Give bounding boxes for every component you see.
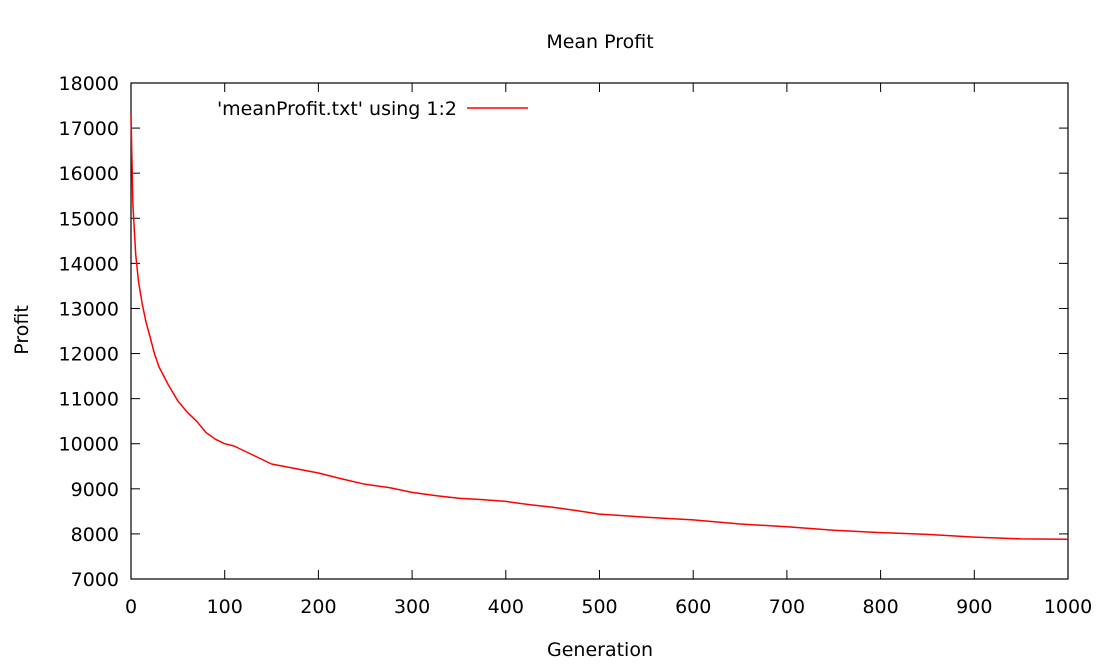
y-axis-label: Profit (11, 305, 33, 355)
x-tick-label: 900 (956, 596, 992, 618)
y-tick-label: 17000 (59, 118, 119, 140)
axes-layer: 0 100 200 300 400 500 600 700 800 900 1000 7000 8000… (59, 73, 1093, 618)
y-tick-label: 7000 (71, 569, 119, 591)
x-tick-label: 600 (675, 596, 711, 618)
x-tick-label: 500 (581, 596, 617, 618)
y-tick-label: 8000 (71, 524, 119, 546)
plot-frame (130, 82, 1069, 580)
x-tick-label: 200 (300, 596, 336, 618)
y-tick-label: 14000 (59, 253, 119, 275)
y-tick-label: 18000 (59, 73, 119, 95)
legend-label: 'meanProfit.txt' using 1:2 (217, 98, 457, 120)
x-tick-label: 300 (394, 596, 430, 618)
y-tick-label: 11000 (59, 389, 119, 411)
y-tick-label: 10000 (59, 434, 119, 456)
y-tick-label: 9000 (71, 479, 119, 501)
y-tick-label: 15000 (59, 208, 119, 230)
series-layer (130, 114, 1069, 541)
x-tick-label: 100 (207, 596, 243, 618)
x-tick-label: 700 (769, 596, 805, 618)
series-line (130, 114, 1069, 541)
x-tick-label: 0 (125, 596, 137, 618)
x-axis-label: Generation (547, 639, 653, 661)
x-tick-label: 800 (862, 596, 898, 618)
y-tick-label: 16000 (59, 163, 119, 185)
x-tick-label: 400 (488, 596, 524, 618)
chart-title: Mean Profit (546, 31, 653, 53)
y-tick-label: 13000 (59, 298, 119, 320)
y-tick-label: 12000 (59, 344, 119, 366)
legend: 'meanProfit.txt' using 1:2 (217, 98, 528, 120)
x-tick-label: 1000 (1044, 596, 1092, 618)
